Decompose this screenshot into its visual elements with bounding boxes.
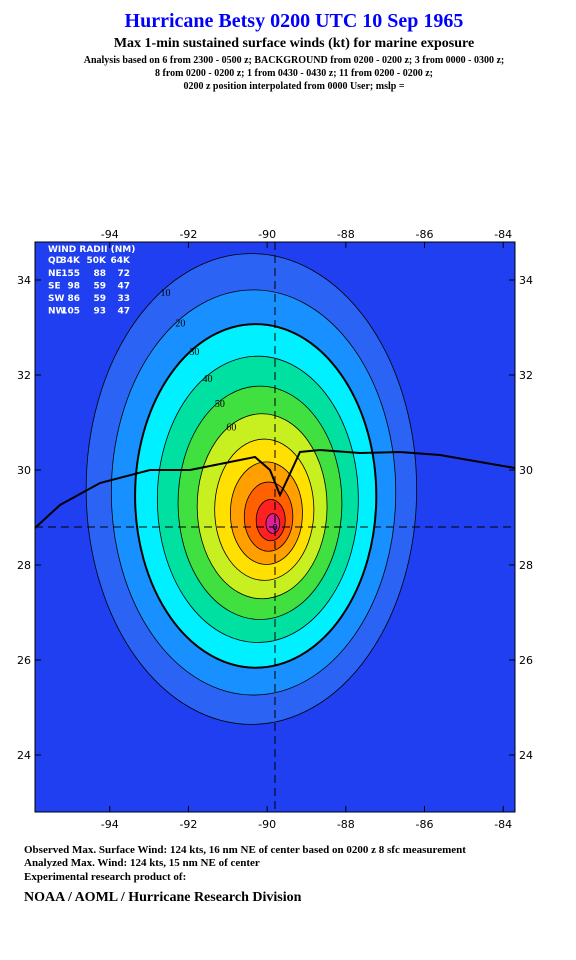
x-tick-label: -94	[101, 818, 119, 831]
y-tick-label: 24	[17, 749, 31, 762]
radii-header: 50K	[87, 256, 108, 266]
x-tick-label: -84	[494, 818, 512, 831]
overlay: -94 -94 -92 -92 -90 -90 -88 -88 -86 -86 -84 -84 24 24…	[17, 228, 533, 831]
contour-label: 20	[175, 318, 185, 329]
radii-cell: 155	[61, 269, 80, 279]
x-tick-label: -88	[337, 228, 355, 241]
radii-cell: SW	[48, 294, 64, 304]
plot-frame	[34, 241, 516, 813]
radii-cell: 93	[93, 307, 106, 317]
chart-title: Hurricane Betsy 0200 UTC 10 Sep 1965	[125, 10, 464, 32]
x-tick-label: -94	[101, 228, 119, 241]
y-tick-label: 34	[17, 274, 31, 287]
radii-header: 34K	[61, 256, 82, 266]
x-tick-label: -90	[258, 818, 276, 831]
x-tick-label: -92	[179, 818, 197, 831]
contour-label: 50	[215, 399, 225, 410]
y-tick-label: 24	[519, 749, 533, 762]
y-tick-label: 26	[519, 654, 533, 667]
contour-label: 10	[161, 288, 171, 299]
footer-note: Analyzed Max. Wind: 124 kts, 15 nm NE of…	[24, 857, 260, 869]
y-tick-label: 34	[519, 274, 533, 287]
x-tick-label: -86	[416, 818, 434, 831]
y-tick-label: 32	[17, 369, 31, 382]
contour-label: 60	[226, 422, 236, 433]
radii-cell: 33	[117, 294, 130, 304]
y-tick-label: 30	[17, 464, 31, 477]
footer-note: Observed Max. Surface Wind: 124 kts, 16 …	[24, 844, 466, 856]
radii-cell: 47	[117, 307, 130, 317]
x-tick-label: -88	[337, 818, 355, 831]
x-tick-label: -86	[416, 228, 434, 241]
y-tick-label: 28	[17, 559, 31, 572]
contour-band	[265, 513, 281, 534]
x-tick-label: -90	[258, 228, 276, 241]
radii-cell: NE	[48, 269, 62, 279]
contour-label: 30	[189, 347, 199, 358]
radii-header: QD	[48, 256, 63, 266]
y-tick-label: 28	[519, 559, 533, 572]
radii-cell: 59	[93, 294, 106, 304]
radii-title: WIND RADII (NM)	[48, 245, 135, 255]
radii-cell: 72	[117, 269, 130, 279]
radii-cell: 86	[67, 294, 80, 304]
coastline	[35, 448, 515, 529]
radii-cell: 47	[117, 282, 130, 292]
contour-label: 40	[203, 374, 213, 385]
contour-layer: 10 20 30 40 50 60	[85, 253, 418, 725]
x-tick-label: -84	[494, 228, 512, 241]
y-tick-label: 26	[17, 654, 31, 667]
radii-cell: NW	[48, 307, 66, 317]
note: 8 from 0200 - 0200 z; 1 from 0430 - 0430…	[155, 68, 433, 79]
radii-cell: 59	[93, 282, 106, 292]
radii-cell: 88	[93, 269, 106, 279]
footer-note: Experimental research product of:	[24, 871, 186, 883]
radii-cell: 98	[67, 282, 80, 292]
x-tick-label: -92	[179, 228, 197, 241]
y-tick-label: 30	[519, 464, 533, 477]
y-tick-label: 32	[519, 369, 533, 382]
radii-header: 64K	[111, 256, 132, 266]
radii-cell: 105	[61, 307, 80, 317]
organization: NOAA / AOML / Hurricane Research Divisio…	[24, 890, 302, 905]
radii-cell: SE	[48, 282, 61, 292]
subtitle: Max 1-min sustained surface winds (kt) f…	[114, 36, 474, 51]
note: Analysis based on 6 from 2300 - 0500 z; …	[84, 55, 505, 66]
note: 0200 z position interpolated from 0000 U…	[183, 81, 404, 92]
